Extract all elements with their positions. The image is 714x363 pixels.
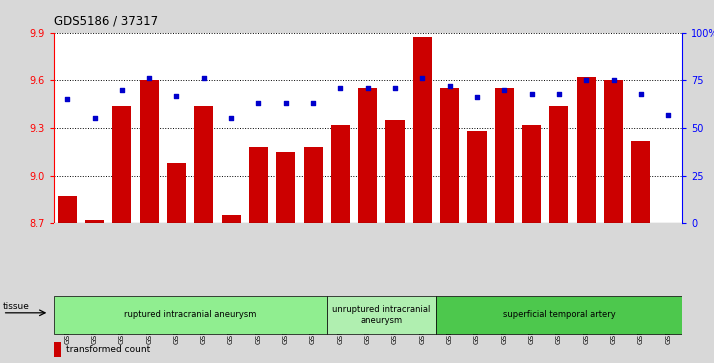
Text: transformed count: transformed count <box>66 345 151 354</box>
Point <box>280 100 291 106</box>
Point <box>116 87 128 93</box>
Point <box>635 91 647 97</box>
Bar <box>167 163 186 223</box>
Bar <box>221 215 241 223</box>
Point <box>608 77 619 83</box>
Bar <box>58 196 77 223</box>
Bar <box>631 140 650 223</box>
Point <box>89 115 100 121</box>
Bar <box>495 88 514 223</box>
Text: GDS5186 / 37317: GDS5186 / 37317 <box>54 15 158 28</box>
Point <box>335 85 346 91</box>
Bar <box>112 106 131 223</box>
Bar <box>549 106 568 223</box>
Bar <box>468 131 486 223</box>
Bar <box>604 80 623 223</box>
Bar <box>249 147 268 223</box>
Point <box>553 91 565 97</box>
Text: ruptured intracranial aneurysm: ruptured intracranial aneurysm <box>124 310 256 319</box>
Bar <box>194 106 213 223</box>
Bar <box>331 125 350 223</box>
Bar <box>303 147 323 223</box>
Bar <box>413 37 432 223</box>
Point <box>417 76 428 81</box>
Bar <box>358 88 377 223</box>
Point <box>471 95 483 101</box>
Point <box>444 83 456 89</box>
Bar <box>522 125 541 223</box>
Point <box>389 85 401 91</box>
Point <box>171 93 182 98</box>
Point <box>198 76 209 81</box>
Point <box>307 100 318 106</box>
Bar <box>85 220 104 223</box>
Bar <box>54 342 61 357</box>
Bar <box>577 77 595 223</box>
Point <box>144 76 155 81</box>
FancyBboxPatch shape <box>436 296 682 334</box>
Point <box>498 87 510 93</box>
Bar <box>440 88 459 223</box>
Text: superficial temporal artery: superficial temporal artery <box>503 310 615 319</box>
FancyBboxPatch shape <box>327 296 436 334</box>
Point <box>226 115 237 121</box>
Bar <box>386 120 405 223</box>
Bar <box>276 152 296 223</box>
Point <box>253 100 264 106</box>
Bar <box>140 80 159 223</box>
FancyBboxPatch shape <box>54 296 327 334</box>
Point <box>580 77 592 83</box>
Point <box>663 112 674 118</box>
Text: tissue: tissue <box>3 302 29 311</box>
Text: unruptured intracranial
aneurysm: unruptured intracranial aneurysm <box>332 305 431 325</box>
Point <box>362 85 373 91</box>
Point <box>526 91 538 97</box>
Point <box>61 97 73 102</box>
